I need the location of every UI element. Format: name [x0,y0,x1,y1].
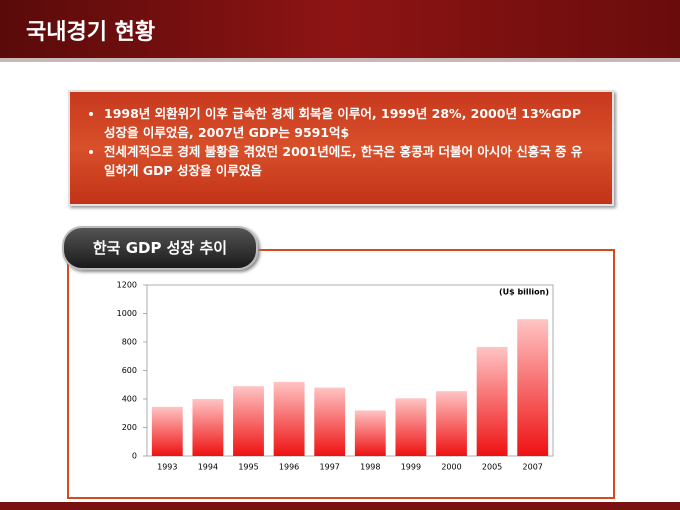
summary-box: 1998년 외환위기 이후 급속한 경제 회복을 이루어, 1999년 28%,… [68,90,614,206]
bar [476,346,508,456]
bar [436,391,467,456]
y-tick-label: 1200 [117,281,137,290]
bar [233,386,264,456]
x-tick-label: 1994 [198,463,218,472]
header-title: 국내경기 현황 [26,20,156,45]
chart-frame [67,249,615,499]
y-tick-label: 200 [122,423,137,432]
header-line [0,58,680,62]
y-tick-label: 600 [122,366,137,375]
bar [314,387,346,456]
unit-label: (U$ billion) [499,288,549,297]
footer-bar [0,502,680,510]
x-tick-label: 2007 [523,463,543,472]
x-tick-label: 2005 [482,463,502,472]
y-tick-label: 1000 [117,309,137,318]
bar [354,410,386,456]
bullet: 전세계적으로 경제 불황을 겪었던 2001년에도, 한국은 홍콩과 더불어 아… [104,142,592,180]
bullet: 1998년 외환위기 이후 급속한 경제 회복을 이루어, 1999년 28%,… [104,104,592,142]
x-tick-label: 1997 [320,463,340,472]
bullet-list: 1998년 외환위기 이후 급속한 경제 회복을 이루어, 1999년 28%,… [70,104,612,180]
bar [517,319,549,456]
bar [192,399,224,456]
x-tick-label: 1998 [360,463,380,472]
header-bar: 국내경기 현황 [0,0,680,58]
y-tick-label: 400 [122,395,137,404]
x-tick-label: 1993 [157,463,177,472]
x-tick-label: 1995 [238,463,258,472]
x-tick-label: 1996 [279,463,299,472]
x-tick-label: 2000 [441,463,461,472]
x-tick-label: 1999 [401,463,421,472]
bar [395,398,427,456]
chart-title: 한국 GDP 성장 추이 [62,226,258,270]
bar [273,381,305,456]
y-tick-label: 800 [122,338,137,347]
bar [151,406,183,456]
y-tick-label: 0 [132,452,137,461]
